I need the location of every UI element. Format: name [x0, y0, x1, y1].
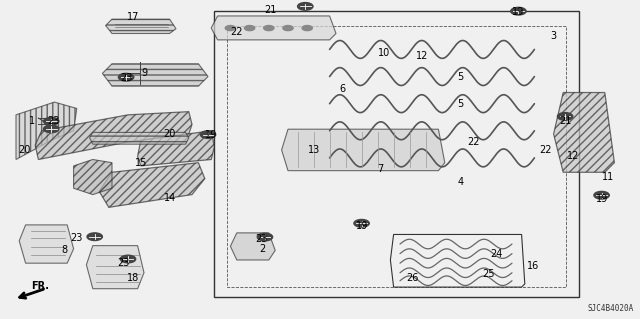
Text: 23: 23 — [70, 233, 83, 243]
Text: FR.: FR. — [31, 281, 49, 291]
Text: 2: 2 — [259, 244, 266, 254]
Polygon shape — [230, 233, 275, 260]
Text: 13: 13 — [307, 145, 320, 155]
Circle shape — [118, 73, 134, 81]
Text: 21: 21 — [559, 116, 572, 126]
Circle shape — [87, 233, 102, 241]
Circle shape — [354, 219, 369, 227]
Polygon shape — [106, 19, 176, 33]
Circle shape — [257, 233, 273, 241]
Circle shape — [264, 26, 274, 31]
Circle shape — [200, 131, 216, 138]
Text: 21: 21 — [264, 4, 277, 15]
Text: 17: 17 — [127, 11, 140, 22]
Text: 19: 19 — [355, 221, 368, 232]
Text: 19: 19 — [512, 7, 525, 17]
Polygon shape — [211, 16, 336, 40]
Polygon shape — [19, 225, 74, 263]
Text: 12: 12 — [416, 51, 429, 61]
Text: SJC4B4020A: SJC4B4020A — [588, 304, 634, 313]
Circle shape — [302, 26, 312, 31]
Text: 23: 23 — [47, 116, 60, 126]
Circle shape — [298, 3, 313, 10]
Polygon shape — [35, 112, 192, 160]
Text: 16: 16 — [527, 261, 540, 271]
Text: 4: 4 — [458, 177, 464, 187]
Circle shape — [283, 26, 293, 31]
Text: 20: 20 — [18, 145, 31, 155]
Circle shape — [44, 125, 59, 133]
Text: 3: 3 — [550, 31, 557, 41]
Text: 22: 22 — [467, 137, 480, 147]
Polygon shape — [102, 64, 208, 86]
Polygon shape — [138, 131, 214, 166]
Polygon shape — [554, 93, 614, 172]
Text: 26: 26 — [406, 272, 419, 283]
Text: 10: 10 — [378, 48, 390, 58]
Text: 5: 5 — [458, 99, 464, 109]
Text: 9: 9 — [141, 68, 147, 78]
Text: 15: 15 — [134, 158, 147, 168]
Circle shape — [120, 255, 136, 263]
Text: 22: 22 — [230, 27, 243, 37]
Polygon shape — [74, 160, 112, 195]
Text: 12: 12 — [566, 151, 579, 161]
Circle shape — [44, 117, 59, 125]
Polygon shape — [16, 102, 77, 160]
Circle shape — [244, 26, 255, 31]
Text: 14: 14 — [163, 193, 176, 203]
Circle shape — [511, 7, 526, 15]
Circle shape — [557, 113, 573, 120]
Text: 23: 23 — [255, 234, 268, 244]
Text: 6: 6 — [339, 84, 346, 94]
Text: 20: 20 — [163, 129, 176, 139]
Text: 25: 25 — [482, 269, 495, 279]
Text: 22: 22 — [540, 145, 552, 155]
Text: 8: 8 — [61, 245, 67, 256]
Text: 19: 19 — [205, 130, 218, 140]
Text: 18: 18 — [127, 272, 140, 283]
Text: 23: 23 — [117, 258, 130, 268]
Polygon shape — [86, 246, 144, 289]
Polygon shape — [282, 129, 445, 171]
Text: 5: 5 — [458, 71, 464, 82]
Polygon shape — [90, 132, 189, 144]
Text: 23: 23 — [120, 73, 132, 83]
Circle shape — [594, 191, 609, 199]
Polygon shape — [99, 163, 205, 207]
Text: 1: 1 — [29, 116, 35, 126]
Text: 19: 19 — [595, 194, 608, 204]
Circle shape — [225, 26, 236, 31]
Text: 11: 11 — [602, 172, 614, 182]
Text: 24: 24 — [490, 249, 502, 259]
Text: 7: 7 — [378, 164, 384, 174]
